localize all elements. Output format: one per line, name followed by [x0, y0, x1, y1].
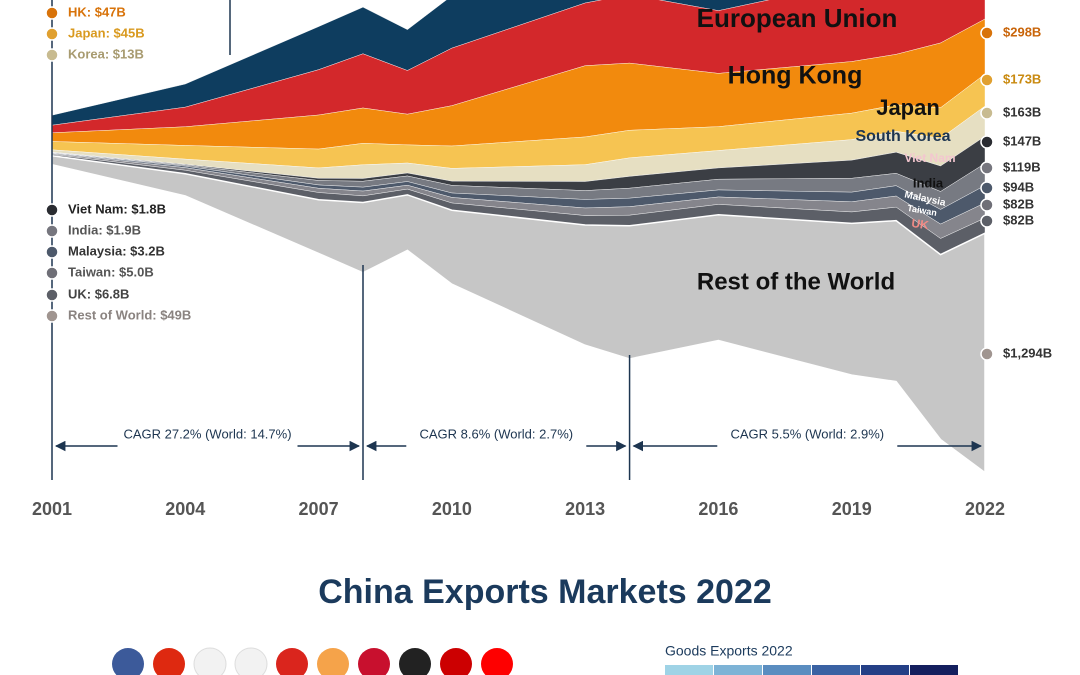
series-label: Viet Nam — [904, 151, 955, 165]
label-dot — [980, 26, 994, 40]
series-label: India — [913, 175, 944, 190]
label-dot — [45, 288, 59, 302]
value-label: $173B — [1003, 71, 1041, 86]
cagr-label: CAGR 5.5% (World: 2.9%) — [730, 426, 884, 441]
series-label: South Korea — [855, 128, 950, 145]
x-tick-label: 2016 — [698, 499, 738, 519]
value-label: $119B — [1003, 159, 1041, 174]
cagr-bg — [717, 436, 898, 456]
value-label: $298B — [1003, 24, 1041, 39]
cagr-label: CAGR 8.6% (World: 2.7%) — [419, 426, 573, 441]
x-tick-label: 2001 — [32, 499, 72, 519]
area — [51, 154, 986, 475]
cagr-bg — [117, 436, 298, 456]
label-dot — [980, 347, 994, 361]
value-label: Korea: $13B — [68, 46, 144, 61]
label-dot — [980, 198, 994, 212]
value-label: Taiwan: $5.0B — [68, 264, 154, 279]
label-dot — [980, 73, 994, 87]
x-tick-label: 2013 — [565, 499, 605, 519]
x-tick-label: 2010 — [432, 499, 472, 519]
legend-title: Goods Exports 2022 — [665, 643, 793, 659]
value-label: $163B — [1003, 104, 1041, 119]
label-dot — [45, 309, 59, 323]
series-label: Hong Kong — [728, 62, 863, 90]
value-label: $82B — [1003, 196, 1034, 211]
label-dot — [45, 245, 59, 259]
label-dot — [980, 135, 994, 149]
label-dot — [45, 203, 59, 217]
value-label: $82B — [1003, 212, 1034, 227]
value-label: $94B — [1003, 179, 1034, 194]
color-scale — [665, 665, 958, 675]
label-dot — [980, 106, 994, 120]
value-label: India: $1.9B — [68, 222, 141, 237]
areas — [51, 0, 986, 475]
x-tick-label: 2004 — [165, 499, 205, 519]
series-label: UK — [911, 216, 930, 232]
label-dot — [980, 161, 994, 175]
footer-title: China Exports Markets 2022 — [318, 573, 772, 611]
label-dot — [45, 6, 59, 20]
value-label: Viet Nam: $1.8B — [68, 201, 166, 216]
value-label: Malaysia: $3.2B — [68, 243, 165, 258]
x-tick-label: 2019 — [832, 499, 872, 519]
value-label: Rest of World: $49B — [68, 307, 191, 322]
x-tick-label: 2007 — [299, 499, 339, 519]
label-dot — [45, 224, 59, 238]
label-dot — [980, 181, 994, 195]
value-label: HK: $47B — [68, 4, 126, 19]
label-dot — [45, 48, 59, 62]
value-label: $147B — [1003, 133, 1041, 148]
series-label: Rest of the World — [697, 268, 895, 295]
cagr-bg — [406, 436, 587, 456]
x-tick-label: 2022 — [965, 499, 1005, 519]
flags — [112, 647, 513, 675]
series-label: European Union — [697, 3, 898, 33]
series-label: Japan — [876, 95, 940, 120]
value-label: UK: $6.8B — [68, 286, 129, 301]
value-label: $1,294B — [1003, 345, 1052, 360]
label-dot — [45, 266, 59, 280]
cagr-label: CAGR 27.2% (World: 14.7%) — [123, 426, 291, 441]
value-label: Japan: $45B — [68, 25, 145, 40]
label-dot — [980, 214, 994, 228]
label-dot — [45, 27, 59, 41]
